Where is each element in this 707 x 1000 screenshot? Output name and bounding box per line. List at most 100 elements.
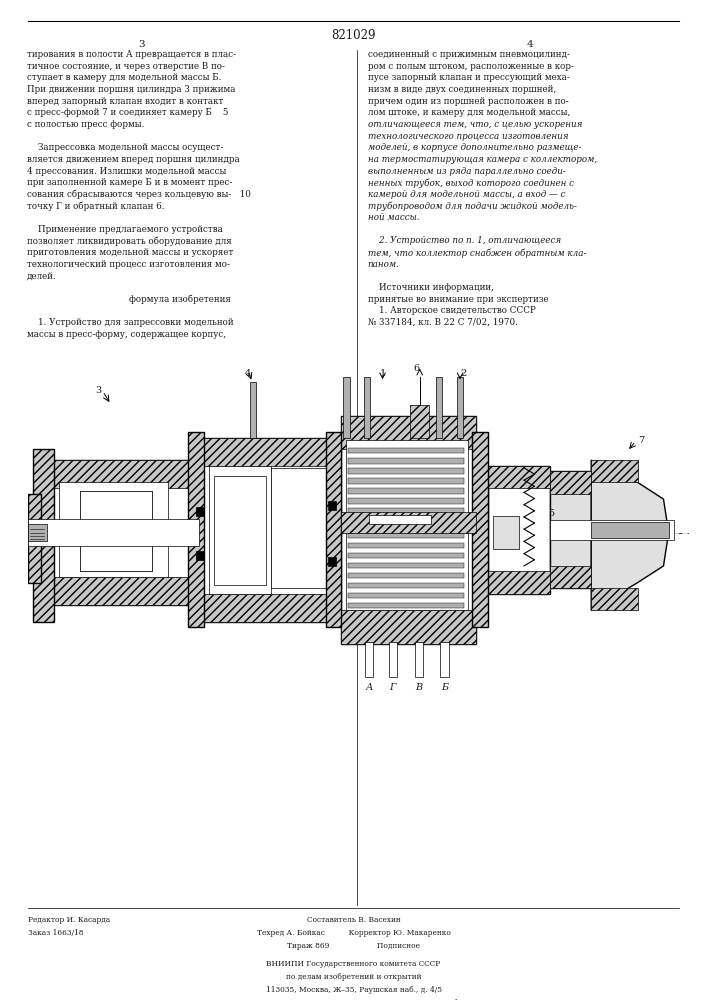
Text: А: А: [366, 683, 373, 692]
Bar: [349, 478, 464, 484]
Bar: [411, 405, 429, 438]
Bar: [214, 476, 266, 585]
Text: Источники информации,: Источники информации,: [368, 283, 493, 292]
Text: Составитель В. Васехин: Составитель В. Васехин: [307, 916, 400, 924]
Text: причем один из поршней расположен в по-: причем один из поршней расположен в по-: [368, 97, 568, 106]
Text: выполненным из ряда параллельно соеди-: выполненным из ряда параллельно соеди-: [368, 167, 566, 176]
Bar: [326, 432, 341, 627]
Bar: [199, 438, 333, 466]
Bar: [488, 466, 550, 488]
Bar: [550, 566, 591, 588]
Text: ВНИИПИ Государственного комитета СССР: ВНИИПИ Государственного комитета СССР: [267, 960, 440, 968]
Bar: [349, 573, 464, 578]
Bar: [49, 460, 199, 488]
Text: Применение предлагаемого устройства: Применение предлагаемого устройства: [27, 225, 223, 234]
Text: В: В: [415, 683, 422, 692]
Bar: [349, 508, 464, 514]
Bar: [199, 438, 333, 622]
Bar: [436, 377, 443, 438]
Text: 6: 6: [414, 364, 420, 373]
Bar: [591, 522, 669, 538]
Text: при заполненной камере Б и в момент прес-: при заполненной камере Б и в момент прес…: [27, 178, 232, 187]
Bar: [414, 642, 423, 677]
Text: тирования в полости А превращается в плас-: тирования в полости А превращается в пла…: [27, 50, 236, 59]
Bar: [364, 377, 370, 438]
Bar: [488, 571, 550, 594]
Bar: [199, 594, 333, 622]
Text: низм в виде двух соединенных поршней,: низм в виде двух соединенных поршней,: [368, 85, 556, 94]
Bar: [341, 610, 476, 644]
Bar: [349, 553, 464, 558]
Bar: [341, 416, 476, 644]
Bar: [196, 507, 204, 516]
Bar: [28, 519, 199, 546]
Text: тичное состояние, и через отверстие В по-: тичное состояние, и через отверстие В по…: [27, 62, 225, 71]
Text: трубопроводом для подачи жидкой модель-: трубопроводом для подачи жидкой модель-: [368, 201, 576, 211]
Bar: [341, 416, 476, 449]
Text: тем, что коллектор снабжен обратным кла-: тем, что коллектор снабжен обратным кла-: [368, 248, 586, 258]
Bar: [550, 471, 591, 494]
Text: ной массы.: ной массы.: [368, 213, 419, 222]
Text: Г: Г: [390, 683, 396, 692]
Bar: [80, 491, 152, 571]
Text: 5: 5: [548, 509, 554, 518]
Text: принятые во внимание при экспертизе: принятые во внимание при экспертизе: [368, 295, 548, 304]
Text: 3: 3: [95, 386, 102, 395]
Text: моделей, в корпусе дополнительно размеще-: моделей, в корпусе дополнительно размеще…: [368, 143, 581, 152]
Text: 821029: 821029: [332, 29, 375, 42]
Text: вляется движением вперед поршня цилиндра: вляется движением вперед поршня цилиндра: [27, 155, 240, 164]
Bar: [349, 448, 464, 453]
Text: Заказ 1663/18: Заказ 1663/18: [28, 929, 84, 937]
Bar: [28, 494, 41, 583]
Bar: [33, 449, 54, 622]
Text: 1: 1: [380, 369, 386, 378]
Bar: [346, 521, 468, 610]
Bar: [28, 524, 47, 541]
Bar: [365, 642, 373, 677]
Text: точку Г и обратный клапан 6.: точку Г и обратный клапан 6.: [27, 201, 164, 211]
Text: 2: 2: [460, 369, 467, 378]
Text: на термостатирующая камера с коллектором,: на термостатирующая камера с коллектором…: [368, 155, 597, 164]
Text: № 337184, кл. В 22 С 7/02, 1970.: № 337184, кл. В 22 С 7/02, 1970.: [368, 318, 518, 327]
Text: При движении поршня цилиндра 3 прижима: При движении поршня цилиндра 3 прижима: [27, 85, 235, 94]
Bar: [271, 468, 328, 588]
Text: формула изобретения: формула изобретения: [129, 295, 231, 304]
Bar: [328, 501, 336, 510]
Bar: [349, 488, 464, 494]
Text: лом штоке, и камеру для модельной массы,: лом штоке, и камеру для модельной массы,: [368, 108, 570, 117]
Bar: [250, 382, 255, 438]
Bar: [550, 471, 591, 588]
Text: 113035, Москва, Ж–35, Раушская наб., д. 4/5: 113035, Москва, Ж–35, Раушская наб., д. …: [266, 986, 441, 994]
Bar: [341, 512, 476, 532]
Text: ступает в камеру для модельной массы Б.: ступает в камеру для модельной массы Б.: [27, 73, 221, 82]
Text: массы в пресс-форму, содержащее корпус,: массы в пресс-форму, содержащее корпус,: [27, 330, 226, 339]
Bar: [472, 432, 488, 627]
Bar: [349, 593, 464, 598]
Bar: [488, 466, 550, 594]
Text: Б: Б: [441, 683, 448, 692]
Text: вперед запорный клапан входит в контакт: вперед запорный клапан входит в контакт: [27, 97, 223, 106]
Text: по делам изобретений и открытий: по делам изобретений и открытий: [286, 973, 421, 981]
Bar: [80, 491, 152, 571]
Text: Техред А. Бойкас          Корректор Ю. Макаренко: Техред А. Бойкас Корректор Ю. Макаренко: [257, 929, 450, 937]
Text: 4: 4: [245, 369, 252, 378]
Text: технологический процесс изготовления мо-: технологический процесс изготовления мо-: [27, 260, 230, 269]
Bar: [209, 466, 271, 594]
Bar: [328, 557, 336, 566]
Text: позволяет ликвидировать оборудование для: позволяет ликвидировать оборудование для: [27, 236, 232, 246]
Text: Запрессовка модельной массы осущест-: Запрессовка модельной массы осущест-: [27, 143, 223, 152]
Text: 1. Авторское свидетельство СССР: 1. Авторское свидетельство СССР: [368, 306, 535, 315]
Bar: [349, 583, 464, 588]
Bar: [591, 588, 638, 610]
Text: камерой для модельной массы, а вход — с: камерой для модельной массы, а вход — с: [368, 190, 565, 199]
Bar: [349, 468, 464, 474]
Text: делей.: делей.: [27, 271, 57, 280]
Bar: [440, 642, 449, 677]
Bar: [344, 377, 349, 438]
Polygon shape: [591, 460, 669, 610]
Bar: [389, 642, 397, 677]
Bar: [349, 532, 464, 538]
Bar: [349, 458, 464, 464]
Text: 3: 3: [138, 40, 145, 49]
Bar: [349, 563, 464, 568]
